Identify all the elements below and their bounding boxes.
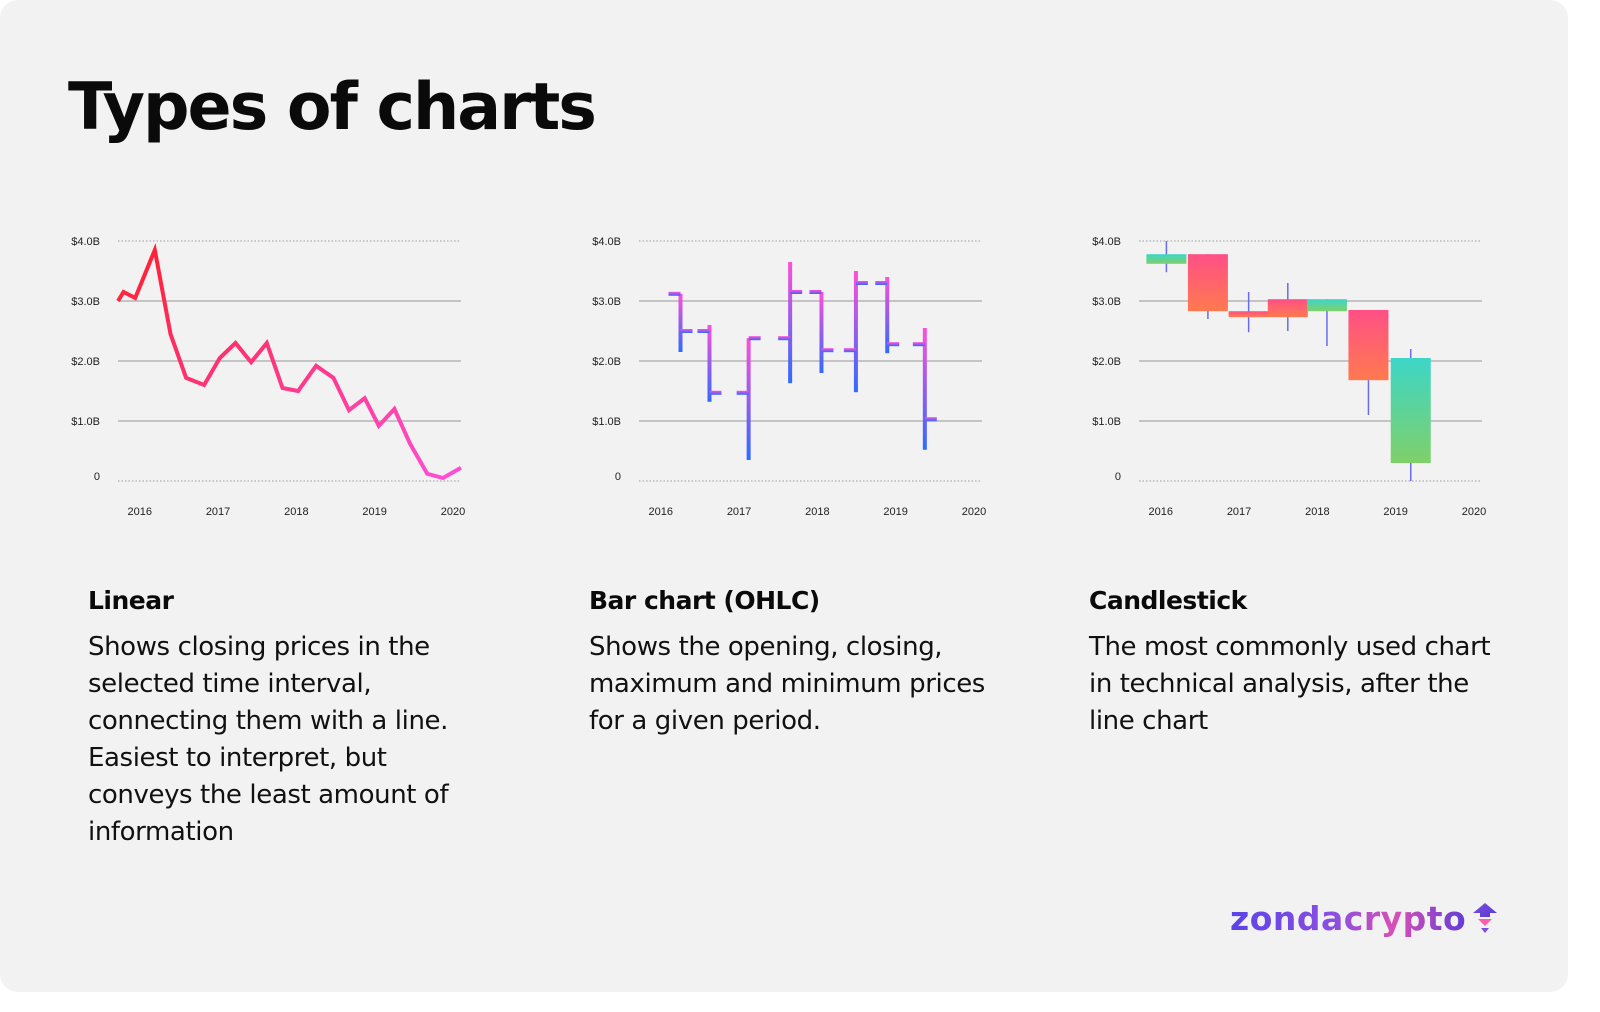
y-tick-label: $1.0B <box>592 416 621 428</box>
x-tick-label: 2017 <box>1227 506 1251 518</box>
x-tick-label: 2017 <box>206 506 230 518</box>
y-tick-label: $4.0B <box>71 236 100 248</box>
candle <box>1146 241 1187 273</box>
x-tick-label: 2016 <box>649 506 673 518</box>
y-tick-label: $3.0B <box>1092 296 1121 308</box>
ohlc-close-tick <box>709 390 722 395</box>
x-tick-label: 2016 <box>128 506 152 518</box>
panel-ohlc: Bar chart (OHLC) Shows the opening, clos… <box>589 586 999 740</box>
grid-lines <box>639 240 982 482</box>
y-tick-label: $3.0B <box>592 296 621 308</box>
panel-linear: Linear Shows closing prices in the selec… <box>88 586 498 851</box>
x-tick-label: 2020 <box>1462 506 1486 518</box>
panel-title: Linear <box>88 586 174 615</box>
panel-title: Candlestick <box>1089 586 1247 615</box>
ohlc-chart-svg: 0 $1.0B $2.0B $3.0B $4.0B 2016 2017 2018 2019 202… <box>592 236 986 518</box>
y-tick-label: $1.0B <box>1092 416 1121 428</box>
y-tick-label: 0 <box>615 471 621 483</box>
infographic-card: Types of charts 0 $1.0B $2.0B $3.0B $4.0B 201… <box>0 0 1568 992</box>
x-tick-label: 2018 <box>284 506 308 518</box>
ohlc-close-tick <box>821 348 834 353</box>
ohlc-close-tick <box>680 329 693 333</box>
y-tick-label: $3.0B <box>71 296 100 308</box>
ohlc-chart: 0 $1.0B $2.0B $3.0B $4.0B 2016 2017 2018 2019 202… <box>589 225 1009 525</box>
ohlc-range <box>707 325 712 402</box>
x-tick-label: 2017 <box>727 506 751 518</box>
ohlc-open-tick <box>736 390 749 395</box>
panel-description: Shows the opening, closing, maximum and … <box>589 632 985 736</box>
candle-body <box>1267 299 1308 318</box>
candle <box>1306 299 1347 346</box>
ohlc-open-tick <box>912 342 925 347</box>
ohlc-range <box>819 292 824 373</box>
ohlc-bar <box>668 291 693 352</box>
candle-body <box>1187 254 1228 312</box>
x-tick-label: 2019 <box>1383 506 1407 518</box>
ohlc-range <box>746 338 751 460</box>
y-tick-label: $4.0B <box>1092 236 1121 248</box>
grid-lines <box>118 240 461 482</box>
panel-title: Bar chart (OHLC) <box>589 586 820 615</box>
ohlc-bar <box>875 277 900 354</box>
candle-body <box>1348 310 1389 381</box>
ohlc-bar <box>778 262 803 384</box>
x-tick-label: 2019 <box>883 506 907 518</box>
y-tick-label: $2.0B <box>1092 356 1121 368</box>
ohlc-close-tick <box>855 281 868 285</box>
y-tick-label: 0 <box>1115 471 1121 483</box>
y-tick-label: 0 <box>94 471 100 483</box>
linear-chart-svg: 0 $1.0B $2.0B $3.0B $4.0B 2016 2017 2018 2019 202… <box>71 236 465 518</box>
brand-logo: zondacrypto <box>1230 893 1510 943</box>
panel-description: The most commonly used chart in technica… <box>1089 632 1491 736</box>
linear-chart: 0 $1.0B $2.0B $3.0B $4.0B 2016 2017 2018 2019 202… <box>68 225 488 525</box>
ohlc-range <box>922 328 927 450</box>
ohlc-open-tick <box>809 290 822 294</box>
ohlc-close-tick <box>887 342 900 347</box>
ohlc-range <box>788 262 793 384</box>
ohlc-range <box>885 277 890 354</box>
ohlc-range <box>853 271 858 393</box>
candlestick-chart: 0 $1.0B $2.0B $3.0B $4.0B 2016 2017 2018 2019 202… <box>1089 225 1509 525</box>
page-title: Types of charts <box>68 70 597 145</box>
y-tick-label: $4.0B <box>592 236 621 248</box>
y-tick-label: $2.0B <box>71 356 100 368</box>
ohlc-bar <box>843 271 868 393</box>
ohlc-bar <box>809 290 834 373</box>
rocket-icon <box>1473 903 1498 933</box>
ohlc-bar <box>912 328 937 450</box>
x-tick-label: 2018 <box>1305 506 1329 518</box>
x-tick-label: 2016 <box>1149 506 1173 518</box>
x-tick-label: 2020 <box>441 506 465 518</box>
ohlc-bar <box>697 325 722 402</box>
ohlc-open-tick <box>697 329 710 333</box>
candle-body <box>1228 311 1269 318</box>
ohlc-open-tick <box>843 348 856 353</box>
y-tick-label: $2.0B <box>592 356 621 368</box>
series-line <box>116 242 462 481</box>
ohlc-close-tick <box>748 336 761 341</box>
ohlc-close-tick <box>924 417 937 422</box>
y-tick-label: $1.0B <box>71 416 100 428</box>
candle <box>1348 310 1389 415</box>
panel-description: Shows closing prices in the selected tim… <box>88 632 449 847</box>
panel-candlestick: Candlestick The most commonly used chart… <box>1089 586 1499 740</box>
candle-body <box>1390 358 1431 463</box>
ohlc-bar <box>736 336 761 460</box>
ohlc-open-tick <box>668 291 681 296</box>
candlestick-chart-svg: 0 $1.0B $2.0B $3.0B $4.0B 2016 2017 2018 2019 202… <box>1092 236 1486 518</box>
candle <box>1187 254 1228 319</box>
ohlc-close-tick <box>790 290 803 294</box>
x-tick-label: 2019 <box>362 506 386 518</box>
candle-body <box>1146 254 1187 264</box>
ohlc-open-tick <box>875 281 888 285</box>
candle <box>1228 292 1269 333</box>
candle <box>1390 349 1431 481</box>
brand-name: zondacrypto <box>1230 898 1467 938</box>
ohlc-range <box>678 293 683 352</box>
ohlc-open-tick <box>778 336 791 341</box>
candle <box>1267 283 1308 331</box>
x-tick-label: 2020 <box>962 506 986 518</box>
x-tick-label: 2018 <box>805 506 829 518</box>
candle-body <box>1306 299 1347 312</box>
